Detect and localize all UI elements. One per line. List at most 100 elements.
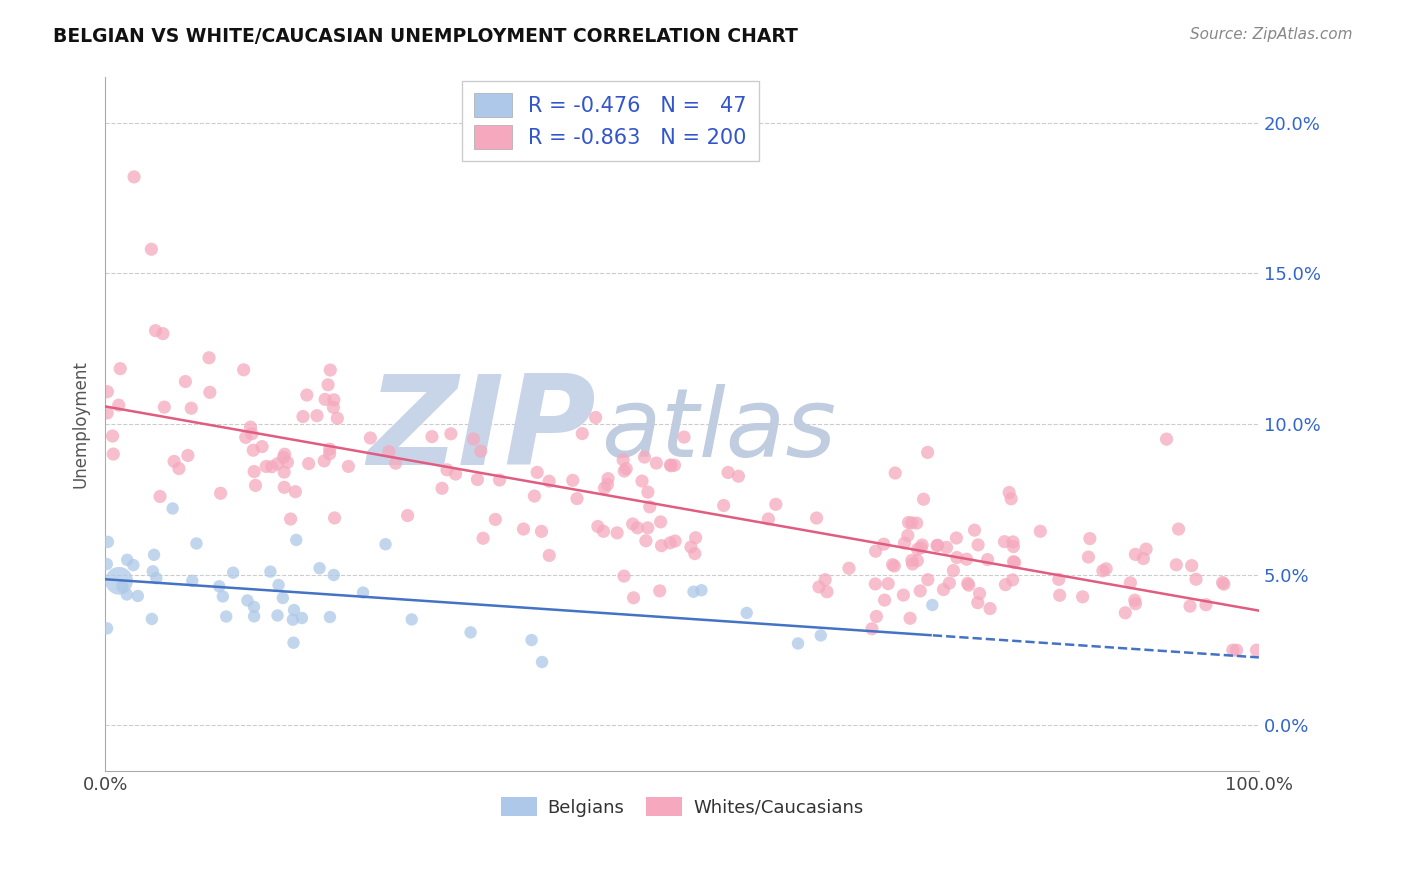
Point bbox=[96, 406, 118, 420]
Point bbox=[526, 466, 548, 480]
Point bbox=[103, 447, 125, 461]
Point bbox=[538, 549, 561, 563]
Point bbox=[592, 524, 614, 539]
Point bbox=[1123, 593, 1146, 607]
Point bbox=[291, 409, 314, 424]
Point bbox=[96, 621, 118, 635]
Point bbox=[612, 453, 634, 467]
Point bbox=[659, 458, 682, 472]
Point bbox=[1246, 643, 1268, 657]
Point bbox=[613, 464, 636, 478]
Point bbox=[436, 463, 458, 477]
Point bbox=[520, 633, 543, 648]
Point bbox=[659, 536, 682, 550]
Point bbox=[921, 598, 943, 612]
Point bbox=[1091, 564, 1114, 578]
Point bbox=[912, 492, 935, 507]
Point bbox=[115, 587, 138, 601]
Point bbox=[810, 628, 832, 642]
Text: atlas: atlas bbox=[602, 384, 837, 477]
Point bbox=[865, 577, 887, 591]
Point bbox=[1166, 558, 1188, 572]
Point bbox=[967, 538, 990, 552]
Point bbox=[484, 512, 506, 526]
Point bbox=[1004, 556, 1026, 570]
Point bbox=[1071, 590, 1094, 604]
Point bbox=[806, 511, 828, 525]
Point bbox=[898, 611, 921, 625]
Point bbox=[273, 447, 295, 461]
Point bbox=[444, 467, 467, 481]
Point bbox=[273, 450, 295, 465]
Point bbox=[1119, 575, 1142, 590]
Point bbox=[273, 480, 295, 494]
Point bbox=[884, 466, 907, 480]
Point bbox=[322, 392, 344, 407]
Point bbox=[956, 576, 979, 591]
Point bbox=[266, 457, 288, 471]
Point bbox=[460, 625, 482, 640]
Point bbox=[384, 456, 406, 470]
Point bbox=[240, 426, 263, 441]
Point bbox=[1049, 588, 1071, 602]
Point bbox=[198, 385, 221, 400]
Point bbox=[319, 610, 342, 624]
Point bbox=[283, 636, 305, 650]
Point bbox=[1135, 542, 1157, 557]
Point bbox=[893, 588, 915, 602]
Point bbox=[942, 564, 965, 578]
Point bbox=[998, 485, 1021, 500]
Point bbox=[927, 538, 949, 552]
Point bbox=[215, 609, 238, 624]
Point bbox=[908, 583, 931, 598]
Point bbox=[235, 430, 257, 444]
Point bbox=[180, 401, 202, 416]
Point bbox=[966, 596, 988, 610]
Point bbox=[305, 409, 328, 423]
Point bbox=[284, 484, 307, 499]
Point bbox=[945, 531, 967, 545]
Point bbox=[322, 401, 344, 415]
Point bbox=[897, 528, 920, 542]
Point bbox=[420, 429, 443, 443]
Point bbox=[901, 553, 924, 567]
Point bbox=[186, 536, 208, 550]
Point bbox=[141, 612, 163, 626]
Point bbox=[337, 459, 360, 474]
Point bbox=[685, 531, 707, 545]
Point bbox=[107, 398, 129, 412]
Point bbox=[955, 552, 977, 566]
Point bbox=[664, 458, 686, 473]
Point bbox=[314, 454, 336, 468]
Point bbox=[1181, 558, 1204, 573]
Point bbox=[787, 636, 810, 650]
Point bbox=[149, 490, 172, 504]
Point bbox=[873, 537, 896, 551]
Point bbox=[1167, 522, 1189, 536]
Point bbox=[271, 591, 294, 605]
Point bbox=[634, 533, 657, 548]
Point bbox=[285, 533, 308, 547]
Point bbox=[938, 576, 960, 591]
Point bbox=[143, 548, 166, 562]
Point bbox=[877, 576, 900, 591]
Point bbox=[280, 512, 302, 526]
Point bbox=[865, 544, 887, 558]
Point bbox=[316, 377, 339, 392]
Point bbox=[814, 573, 837, 587]
Point bbox=[108, 574, 131, 588]
Point bbox=[1095, 562, 1118, 576]
Point bbox=[1001, 535, 1024, 549]
Point bbox=[488, 473, 510, 487]
Point bbox=[901, 557, 924, 571]
Point bbox=[374, 537, 396, 551]
Point bbox=[267, 578, 290, 592]
Point bbox=[243, 609, 266, 624]
Point bbox=[637, 485, 659, 500]
Point bbox=[318, 447, 340, 461]
Point bbox=[314, 392, 336, 407]
Point bbox=[683, 547, 706, 561]
Point bbox=[222, 566, 245, 580]
Point bbox=[873, 593, 896, 607]
Point bbox=[470, 444, 492, 458]
